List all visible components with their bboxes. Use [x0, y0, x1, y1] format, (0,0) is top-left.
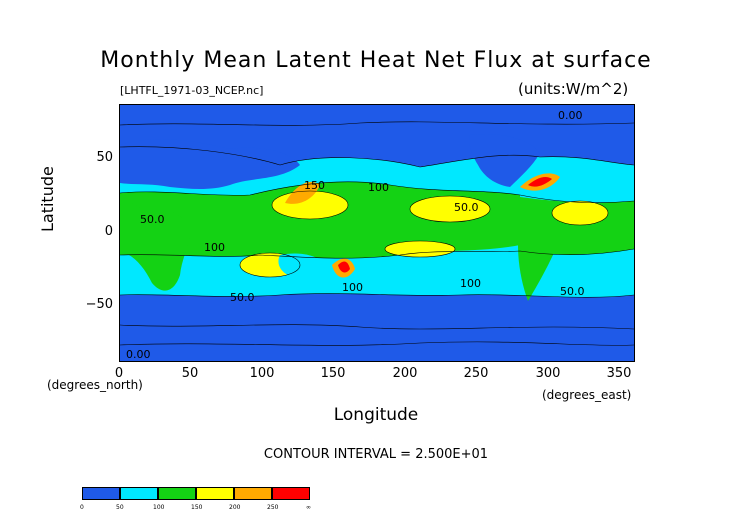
very-high-flux-patch — [552, 201, 608, 225]
colorbar-swatch — [272, 487, 310, 500]
continent-africa — [120, 202, 191, 291]
y-axis-label: Latitude — [38, 166, 57, 232]
file-label: [LHTFL_1971-03_NCEP.nc] — [120, 84, 264, 97]
plot-title: Monthly Mean Latent Heat Net Flux at sur… — [100, 48, 652, 73]
extreme-flux-patch — [338, 261, 350, 273]
contour-value-label: 0.00 — [558, 109, 583, 122]
extreme-flux-patch — [528, 177, 552, 187]
x-tick-label: 300 — [535, 366, 561, 381]
x-axis-unit: (degrees_east) — [542, 388, 632, 402]
contour-lines — [120, 121, 634, 346]
contour-value-label: 100 — [342, 281, 363, 294]
colorbar-swatch — [82, 487, 120, 500]
continent-eurasia — [120, 139, 300, 189]
x-axis-label: Longitude — [333, 405, 419, 425]
colorbar-swatch — [234, 487, 272, 500]
contour-value-label: 100 — [368, 181, 389, 194]
continent-australia — [278, 253, 326, 279]
x-tick-label: 50 — [181, 366, 199, 381]
continent-south-america — [518, 222, 560, 301]
colorbar-tick-label: 100 — [153, 504, 165, 511]
colorbar-swatch — [158, 487, 196, 500]
contour-value-label: 50.0 — [560, 285, 585, 298]
y-tick-label: 50 — [96, 150, 113, 165]
contour-value-label: 150 — [304, 179, 325, 192]
x-tick-label: 350 — [606, 366, 632, 381]
x-tick-label: 200 — [392, 366, 418, 381]
y-tick-label: 0 — [104, 224, 113, 239]
colorbar — [82, 487, 310, 500]
x-tick-label: 100 — [249, 366, 275, 381]
contour-interval-label: CONTOUR INTERVAL = 2.500E+01 — [263, 447, 489, 462]
colorbar-tick-label: 250 — [267, 504, 279, 511]
x-tick-label: 150 — [320, 366, 346, 381]
very-high-flux-patch — [410, 196, 490, 222]
colorbar-tick-label: 0 — [80, 504, 84, 511]
continent-north-america — [469, 133, 540, 187]
contour-value-label: 50.0 — [140, 213, 165, 226]
colorbar-swatch — [120, 487, 158, 500]
contour-value-label: 100 — [460, 277, 481, 290]
colorbar-tick-label: 150 — [191, 504, 203, 511]
contour-value-label: 100 — [204, 241, 225, 254]
colorbar-tick-label: 200 — [229, 504, 241, 511]
map-plot-area: 0.00 50.0 100 150 100 50.0 50.0 100 100 … — [119, 104, 635, 362]
latent-heat-flux-map: 0.00 50.0 100 150 100 50.0 50.0 100 100 … — [120, 105, 634, 361]
contour-value-label: 50.0 — [230, 291, 255, 304]
y-axis-unit: (degrees_north) — [47, 378, 143, 392]
y-tick-label: −50 — [85, 297, 113, 312]
peak-flux-patch — [285, 181, 320, 204]
contour-value-label: 50.0 — [454, 201, 479, 214]
very-high-flux-patch — [385, 241, 455, 257]
contour-value-label: 0.00 — [126, 348, 151, 361]
x-tick-label: 250 — [463, 366, 489, 381]
colorbar-tick-label: 50 — [116, 504, 124, 511]
units-label: (units:W/m^2) — [518, 80, 629, 98]
x-tick-label: 0 — [114, 366, 124, 381]
colorbar-swatch — [196, 487, 234, 500]
colorbar-tick-label: ∞ — [306, 504, 311, 511]
